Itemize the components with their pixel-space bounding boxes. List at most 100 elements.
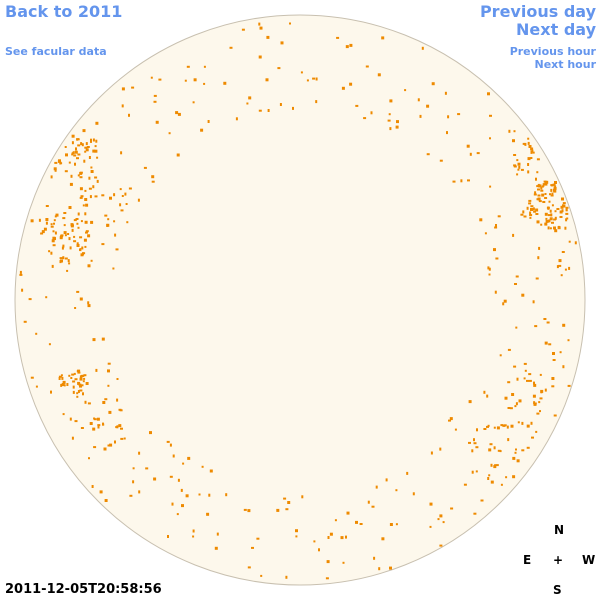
facula [487,266,490,270]
facula [53,219,56,222]
facula [550,184,554,187]
facula [527,137,530,140]
facula [176,153,180,157]
facula [62,217,66,220]
facula [128,113,130,117]
facula [486,394,489,398]
solar-disk [14,14,586,586]
facula [101,337,105,341]
facula [551,221,554,224]
next-hour-link[interactable]: Next hour [534,58,597,71]
facula [468,400,472,404]
facula [542,183,546,186]
facula [88,176,91,180]
facula [107,362,111,365]
facula [565,212,569,215]
facula [342,561,345,564]
facula [74,162,76,166]
facular-link[interactable]: See facular data [5,45,107,58]
facula [66,269,69,272]
back-link[interactable]: Back to 2011 [5,2,123,21]
facula [124,192,127,196]
facula [50,225,54,228]
facula [370,111,373,115]
facula [118,408,122,411]
facula [326,560,330,564]
facula [542,184,545,187]
facula [66,383,69,386]
facula [553,186,557,190]
previous-day-link[interactable]: Previous day [479,2,596,21]
facula [473,438,475,442]
facula [192,535,195,538]
facula [91,485,94,488]
facula [536,412,540,415]
facula [108,410,112,414]
facula [516,159,519,162]
facula [476,428,478,432]
facula [52,244,56,247]
facula [109,196,112,200]
facula [104,398,108,401]
facula [283,497,287,500]
facula [554,216,557,220]
facula [540,389,544,393]
facula [548,200,551,203]
facula [280,41,284,45]
facula [526,206,529,210]
facula [145,467,149,470]
facula [77,226,80,229]
facula [550,188,553,192]
facula [507,407,511,409]
facula [50,251,53,255]
facula [508,129,511,133]
facula [151,175,155,179]
facula [500,483,503,486]
facula [88,156,91,159]
facula [48,343,51,346]
facula [446,131,448,135]
facula [276,508,280,512]
facula [479,218,483,222]
facula [531,436,534,439]
facula [95,121,99,125]
facula [513,165,517,168]
facula [258,22,261,26]
facula [92,138,95,142]
facula [349,43,353,47]
facula [241,28,245,31]
facula [69,246,72,250]
facula [81,246,84,250]
facula [57,159,60,163]
previous-hour-link[interactable]: Previous hour [509,45,596,58]
facula [375,485,378,489]
facula [541,193,545,197]
facula [76,157,79,160]
next-day-link[interactable]: Next day [516,20,596,39]
facula [381,537,385,541]
facula [85,231,88,234]
facula [566,217,569,220]
facula [45,218,49,221]
facula [537,256,540,260]
facula [80,375,84,377]
facula [87,402,91,405]
facula [517,168,520,171]
facula [45,205,49,207]
facula [50,175,53,179]
facula [64,170,68,173]
facula [80,427,84,429]
facula [488,474,491,477]
facula [71,373,75,376]
facula [126,221,129,224]
facula [437,518,440,521]
facula [153,477,157,481]
facula [301,495,304,499]
facula [45,221,48,225]
facula [266,35,270,39]
facula [559,351,562,354]
facula [59,257,63,260]
facula [521,421,524,425]
facula [184,79,187,82]
facula [76,138,79,141]
